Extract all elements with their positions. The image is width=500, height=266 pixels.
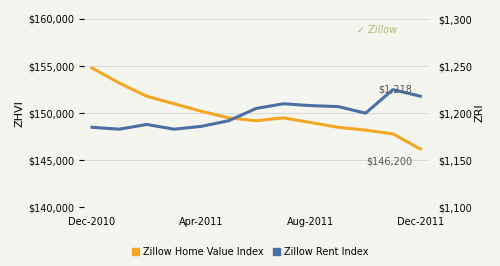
Y-axis label: ZRI: ZRI [475,104,485,122]
Text: $146,200: $146,200 [366,156,412,166]
Y-axis label: ZHVI: ZHVI [15,100,25,127]
Legend: Zillow Home Value Index, Zillow Rent Index: Zillow Home Value Index, Zillow Rent Ind… [128,243,372,261]
Text: ✓ Zillow: ✓ Zillow [358,25,398,35]
Text: $1,218: $1,218 [378,84,412,94]
